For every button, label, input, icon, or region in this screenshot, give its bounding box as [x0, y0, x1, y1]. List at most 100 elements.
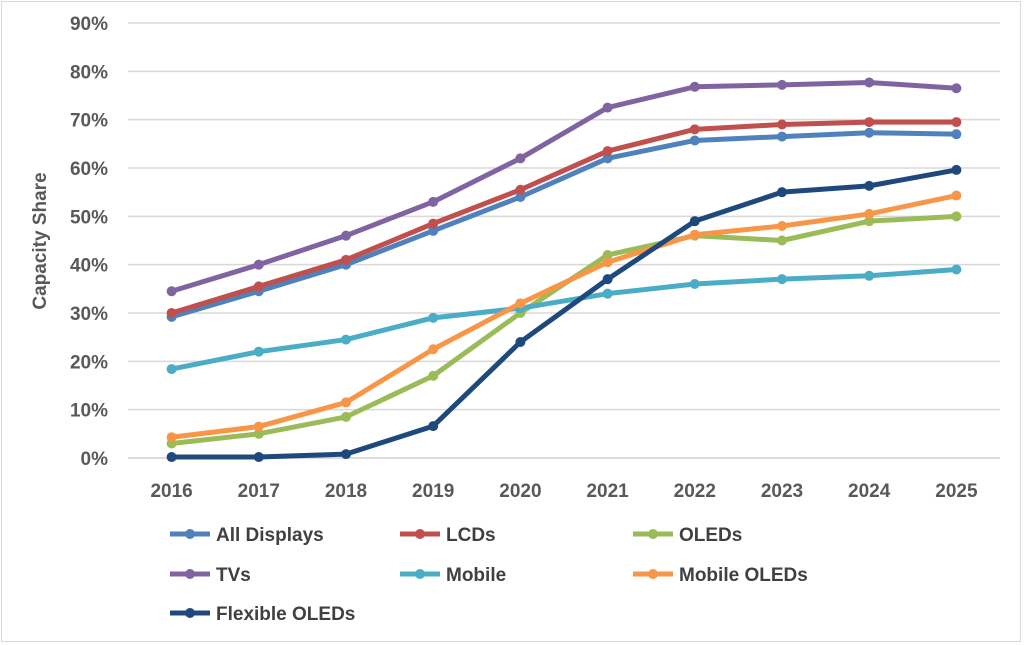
data-point	[777, 187, 787, 198]
x-tick-label: 2017	[238, 481, 280, 502]
series-line-mobile-oleds	[169, 193, 959, 440]
legend-marker-dot	[415, 529, 425, 539]
series-line-tvs	[169, 79, 959, 294]
data-point	[166, 364, 177, 375]
data-point	[951, 164, 962, 175]
series-line-lcds	[169, 119, 959, 316]
data-point	[777, 119, 787, 130]
series-line-mobile	[169, 267, 959, 372]
data-point	[864, 208, 875, 219]
data-point	[602, 274, 613, 285]
data-point	[428, 218, 439, 229]
data-point	[166, 432, 177, 443]
data-point	[166, 308, 177, 318]
data-point	[777, 274, 787, 285]
data-point	[428, 370, 439, 381]
legend-label: OLEDs	[679, 525, 742, 546]
gridlines	[128, 22, 1000, 459]
data-point	[602, 153, 613, 164]
data-point	[515, 298, 526, 309]
data-point	[253, 421, 264, 432]
y-tick-label: 10%	[70, 401, 108, 422]
data-point	[689, 135, 700, 146]
y-axis-ticks: 0% 10% 20% 30% 40% 50% 60% 70% 80% 90%	[70, 14, 108, 470]
y-tick-label: 70%	[70, 111, 108, 132]
legend-label: LCDs	[446, 525, 496, 546]
y-tick-label: 90%	[70, 14, 108, 35]
data-point	[864, 77, 875, 88]
data-point	[951, 117, 962, 128]
y-tick-label: 80%	[70, 62, 108, 83]
y-tick-label: 30%	[70, 304, 108, 325]
data-point	[777, 79, 787, 90]
data-point	[515, 192, 526, 202]
y-tick-label: 20%	[70, 352, 108, 373]
data-point	[777, 131, 787, 142]
data-point	[689, 81, 700, 92]
data-point	[253, 346, 264, 357]
data-point	[951, 264, 962, 275]
data-point	[602, 102, 613, 113]
data-point	[341, 230, 351, 241]
series-line-all-displays	[169, 130, 959, 320]
legend-label: Mobile	[446, 565, 506, 586]
data-point	[515, 153, 526, 164]
x-tick-label: 2023	[761, 481, 803, 502]
x-tick-label: 2019	[412, 481, 454, 502]
data-point	[951, 190, 962, 201]
x-tick-label: 2016	[150, 481, 192, 502]
y-tick-label: 60%	[70, 159, 108, 180]
data-point	[689, 279, 700, 289]
x-tick-label: 2020	[499, 481, 541, 502]
data-point	[253, 428, 264, 439]
data-point	[253, 281, 264, 292]
legend-marker-dot	[185, 608, 195, 618]
data-point	[864, 270, 875, 281]
x-tick-label: 2018	[325, 481, 367, 502]
data-point	[689, 229, 700, 240]
legend-marker-dot	[648, 529, 658, 539]
legend-marker-dot	[648, 569, 658, 579]
data-point	[602, 288, 613, 299]
legend-label: Flexible OLEDs	[216, 604, 355, 625]
legend-label: All Displays	[216, 525, 324, 546]
legend-marker-dot	[185, 569, 195, 579]
data-point	[515, 184, 526, 195]
y-tick-label: 0%	[81, 449, 109, 470]
data-point	[951, 129, 962, 140]
data-point	[428, 344, 439, 355]
y-axis-title: Capacity Share	[30, 172, 51, 309]
data-point	[428, 225, 439, 236]
x-axis-ticks: 2016 2017 2018 2019 2020 2021 2022 2023 2024 2025	[150, 481, 978, 502]
data-point	[253, 452, 264, 463]
x-tick-label: 2024	[848, 481, 891, 502]
data-point	[166, 286, 177, 297]
data-point	[689, 216, 700, 227]
x-tick-label: 2022	[674, 481, 716, 502]
series-line-flexible-oleds	[169, 167, 959, 460]
data-point	[428, 421, 439, 432]
data-point	[864, 180, 875, 191]
data-point	[602, 257, 613, 268]
data-point	[864, 216, 875, 227]
y-tick-label: 50%	[70, 207, 108, 228]
data-point	[341, 449, 351, 460]
legend-label: Mobile OLEDs	[679, 565, 808, 586]
y-tick-label: 40%	[70, 256, 108, 277]
data-point	[253, 259, 264, 270]
data-point	[602, 250, 613, 260]
x-tick-label: 2021	[586, 481, 629, 502]
legend: All Displays LCDs OLEDs TVs Mobile Mobile OLE…	[170, 525, 808, 625]
data-point	[864, 117, 875, 128]
data-point	[428, 196, 439, 207]
data-point	[341, 254, 351, 265]
data-point	[166, 452, 177, 463]
legend-marker-dot	[415, 569, 425, 579]
data-point	[777, 235, 787, 246]
data-point	[864, 127, 875, 138]
data-point	[602, 146, 613, 157]
legend-label: TVs	[216, 565, 251, 586]
data-point	[341, 397, 351, 408]
data-point	[689, 124, 700, 135]
